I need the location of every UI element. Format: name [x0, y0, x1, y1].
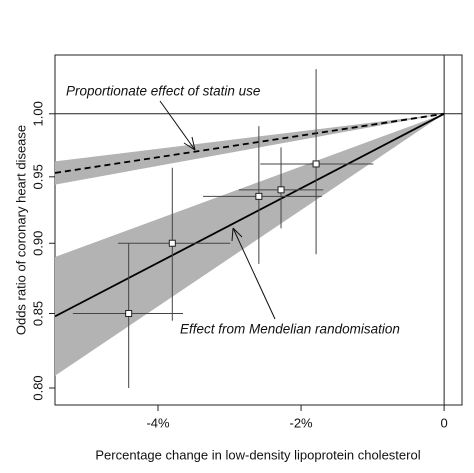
y-tick-label: 0.95 — [30, 164, 45, 189]
confidence-band — [55, 113, 445, 376]
y-tick-label: 0.90 — [30, 231, 45, 256]
arrowhead — [231, 227, 243, 242]
y-tick-label: 0.80 — [30, 375, 45, 400]
y-tick-label: 1.00 — [30, 101, 45, 126]
trend-line — [54, 112, 445, 174]
point — [277, 186, 285, 194]
y-tick-label: 0.85 — [30, 301, 45, 326]
annotation-arrow — [232, 227, 276, 320]
x-tick-label: -2% — [289, 415, 313, 430]
annotation: Effect from Mendelian randomisation — [180, 322, 400, 337]
x-tick-label: 0 — [441, 415, 448, 430]
point — [168, 239, 176, 247]
annotation: Proportionate effect of statin use — [66, 84, 260, 99]
plot-frame — [54, 54, 463, 406]
arrowhead — [183, 136, 196, 151]
point — [255, 192, 263, 200]
point — [312, 160, 320, 168]
x-tick-label: -4% — [146, 415, 170, 430]
y-axis-label: Odds ratio of coronary heart disease — [13, 125, 28, 335]
trend-line — [54, 112, 445, 318]
x-axis-label: Percentage change in low-density lipopro… — [95, 447, 420, 462]
annotation-arrow — [159, 100, 196, 151]
point — [125, 309, 133, 317]
confidence-band — [55, 113, 445, 185]
